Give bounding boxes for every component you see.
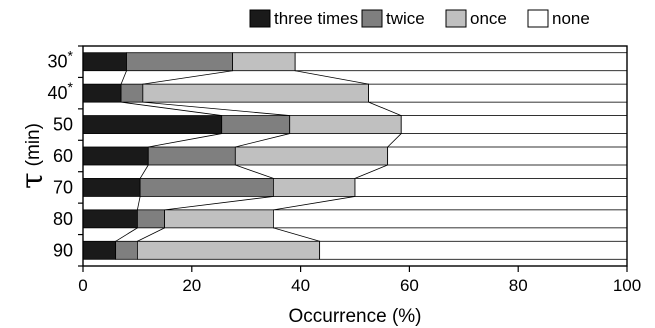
connector-line [115, 227, 138, 242]
y-axis-title: τ (min) [15, 123, 50, 189]
bar-segment-once-1 [142, 83, 369, 103]
legend-label-three-times: three times [274, 9, 358, 28]
connector-line [142, 70, 233, 85]
connector-line [387, 133, 402, 148]
y-axis-title-text: τ (min) [15, 123, 50, 189]
bar-segment-none-0 [294, 52, 628, 72]
legend: three times twice once none [249, 9, 590, 28]
connector-line [235, 133, 290, 148]
x-axis-title: Occurrence (%) [288, 306, 421, 327]
bar-segment-twice-2 [221, 115, 291, 134]
connector-line [273, 227, 320, 242]
bar-segment-none-1 [368, 83, 628, 103]
y-category-label: 60 [53, 146, 73, 166]
bar-segment-twice-3 [147, 146, 236, 166]
legend-swatch-three-times [249, 9, 271, 28]
x-tick-label: 0 [78, 276, 87, 295]
connector-line [120, 70, 127, 85]
bar-segment-none-3 [387, 146, 628, 166]
connector-line [121, 101, 222, 116]
connector-lines [115, 70, 402, 242]
bar-segment-once-5 [164, 209, 274, 229]
connector-line [295, 70, 369, 85]
connector-line [148, 133, 222, 148]
bar-segment-none-4 [354, 178, 628, 197]
connector-line [137, 227, 165, 242]
plot-frame [82, 45, 628, 267]
x-axis: 0 20 40 60 80 100 [78, 266, 641, 295]
x-tick-label: 100 [613, 276, 641, 295]
connector-line [142, 101, 290, 116]
y-axis: 30* 40* 50 60 70 80 90 [48, 45, 83, 267]
bar-segment-none-6 [319, 240, 628, 260]
bars [82, 52, 628, 260]
y-unit: (min) [23, 123, 44, 166]
bar-segment-twice-0 [126, 52, 233, 72]
bar-segment-twice-1 [120, 83, 144, 103]
bar-segment-three-times-5 [82, 209, 138, 229]
x-tick-label: 20 [182, 276, 201, 295]
bar-segment-three-times-0 [82, 52, 127, 72]
y-category-label: 40* [48, 79, 74, 103]
legend-label-none: none [552, 9, 590, 28]
connector-line [139, 164, 149, 179]
x-tick-label: 60 [400, 276, 419, 295]
y-category-label: 50 [53, 115, 73, 135]
bar-segment-once-4 [272, 178, 356, 197]
legend-swatch-none [527, 9, 549, 28]
x-tick-label: 40 [291, 276, 310, 295]
legend-label-once: once [470, 9, 507, 28]
legend-label-twice: twice [386, 9, 425, 28]
bar-segment-none-2 [400, 115, 628, 134]
connector-line [273, 196, 356, 211]
bar-segment-twice-4 [139, 178, 274, 197]
y-category-label: 30* [48, 48, 74, 72]
bar-segment-once-3 [234, 146, 389, 166]
bar-segment-once-0 [232, 52, 296, 72]
bar-segment-three-times-2 [82, 115, 223, 134]
bar-segment-once-2 [289, 115, 402, 134]
bar-segment-three-times-3 [82, 146, 149, 166]
legend-swatch-twice [361, 9, 383, 28]
connector-line [354, 164, 388, 179]
bar-segment-none-5 [272, 209, 628, 229]
tau-symbol: τ [15, 172, 50, 189]
bar-segment-three-times-6 [82, 240, 117, 260]
bar-segment-twice-6 [115, 240, 138, 260]
y-category-label: 80 [53, 209, 73, 229]
x-tick-label: 80 [509, 276, 528, 295]
connector-line [235, 164, 274, 179]
legend-swatch-once [445, 9, 467, 28]
bar-segment-twice-5 [136, 209, 165, 229]
bar-segment-three-times-4 [82, 178, 141, 197]
connector-line [164, 196, 274, 211]
bar-segment-three-times-1 [82, 83, 122, 103]
connector-line [137, 196, 141, 210]
y-category-label: 70 [53, 177, 73, 197]
connector-line [368, 101, 402, 116]
y-category-label: 90 [53, 240, 73, 260]
bar-segment-once-6 [136, 240, 321, 260]
